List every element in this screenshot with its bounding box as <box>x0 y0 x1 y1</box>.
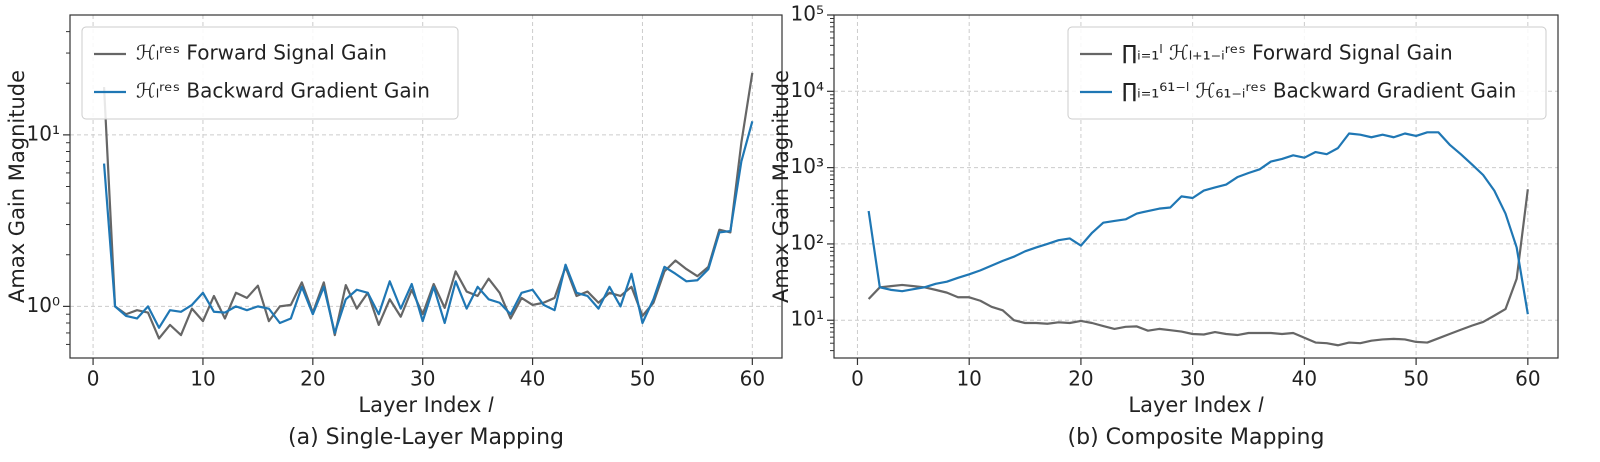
x-tick-label: 0 <box>851 367 864 391</box>
subplot: 10¹ 10² 10³ 10⁴ 10⁵ 0 10 20 30 40 50 60 Layer Index … <box>769 2 1559 450</box>
caption: (b) Composite Mapping <box>1068 425 1325 450</box>
x-tick-label: 60 <box>1515 367 1540 391</box>
x-tick-label: 60 <box>740 367 765 391</box>
x-axis-label: Layer Index 𝑙 <box>1128 393 1264 417</box>
y-tick-label: 10¹ <box>791 307 824 331</box>
series-line <box>867 189 1529 347</box>
series-line <box>102 120 754 335</box>
x-tick-label: 20 <box>300 367 325 391</box>
legend-label: ∏ᵢ₌₁⁶¹⁻ˡ ℋ₆₁₋ᵢʳᵉˢ Backward Gradient Gain <box>1122 79 1516 103</box>
y-tick-label: 10⁵ <box>791 2 824 26</box>
x-tick-label: 40 <box>520 367 545 391</box>
x-tick-label: 10 <box>956 367 981 391</box>
caption: (a) Single-Layer Mapping <box>288 425 564 450</box>
y-axis-label: Amax Gain Magnitude <box>769 70 793 303</box>
x-tick-label: 10 <box>190 367 215 391</box>
legend-label: ∏ᵢ₌₁ˡ ℋₗ₊₁₋ᵢʳᵉˢ Forward Signal Gain <box>1122 41 1453 65</box>
plot-frame <box>69 14 783 359</box>
series-line <box>867 131 1529 315</box>
y-tick-label: 10⁰ <box>27 293 60 317</box>
x-tick-label: 0 <box>87 367 100 391</box>
y-tick-label: 10¹ <box>27 121 60 145</box>
plot-frame <box>833 14 1559 359</box>
x-tick-label: 40 <box>1292 367 1317 391</box>
x-tick-label: 30 <box>410 367 435 391</box>
legend: ℋₗʳᵉˢ Forward Signal Gain ℋₗʳᵉˢ Backward … <box>81 26 459 120</box>
y-tick-label: 10⁴ <box>791 78 824 102</box>
y-axis-label: Amax Gain Magnitude <box>5 70 29 303</box>
legend: ∏ᵢ₌₁ˡ ℋₗ₊₁₋ᵢʳᵉˢ Forward Signal Gain ∏ᵢ₌₁⁶… <box>1067 26 1547 120</box>
y-tick-label: 10² <box>791 230 824 254</box>
legend-box <box>81 26 459 120</box>
y-tick-label: 10³ <box>791 154 824 178</box>
x-tick-label: 20 <box>1068 367 1093 391</box>
subplot: 10⁰ 10¹ 0 10 20 30 40 50 60 Layer Index 𝑙 Amax Gai… <box>5 14 783 450</box>
x-tick-label: 30 <box>1180 367 1205 391</box>
x-tick-label: 50 <box>1403 367 1428 391</box>
legend-label: ℋₗʳᵉˢ Backward Gradient Gain <box>136 79 430 103</box>
x-tick-label: 50 <box>630 367 655 391</box>
legend-label: ℋₗʳᵉˢ Forward Signal Gain <box>136 41 387 65</box>
series-line <box>102 72 754 340</box>
legend-box <box>1067 26 1547 120</box>
x-axis-label: Layer Index 𝑙 <box>358 393 494 417</box>
